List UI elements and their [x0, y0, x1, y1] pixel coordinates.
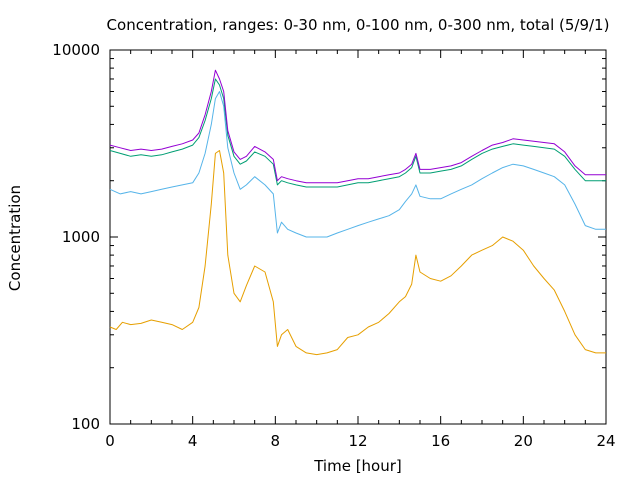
- x-tick-label: 8: [271, 432, 281, 450]
- axis-ticks: 0 4 8 12 16 20 24 100 1000 10000: [52, 41, 615, 450]
- x-tick-label: 20: [514, 432, 533, 450]
- x-tick-label: 4: [188, 432, 198, 450]
- plot-frame: [109, 49, 607, 425]
- series-line-4: [109, 69, 606, 184]
- x-tick-label: 0: [105, 432, 115, 450]
- x-tick-label: 16: [431, 432, 450, 450]
- series-line-1: [109, 150, 606, 356]
- y-axis-label: Concentration: [6, 185, 24, 291]
- y-tick-label: 100: [71, 415, 100, 433]
- x-axis-label: Time [hour]: [313, 457, 402, 475]
- series-line-2: [109, 91, 606, 238]
- series-line-3: [109, 78, 606, 188]
- chart-title: Concentration, ranges: 0-30 nm, 0-100 nm…: [107, 16, 610, 34]
- y-tick-label: 10000: [52, 41, 100, 59]
- series-group: [109, 69, 606, 356]
- x-tick-label: 24: [596, 432, 615, 450]
- x-tick-label: 12: [348, 432, 367, 450]
- y-tick-label: 1000: [62, 228, 100, 246]
